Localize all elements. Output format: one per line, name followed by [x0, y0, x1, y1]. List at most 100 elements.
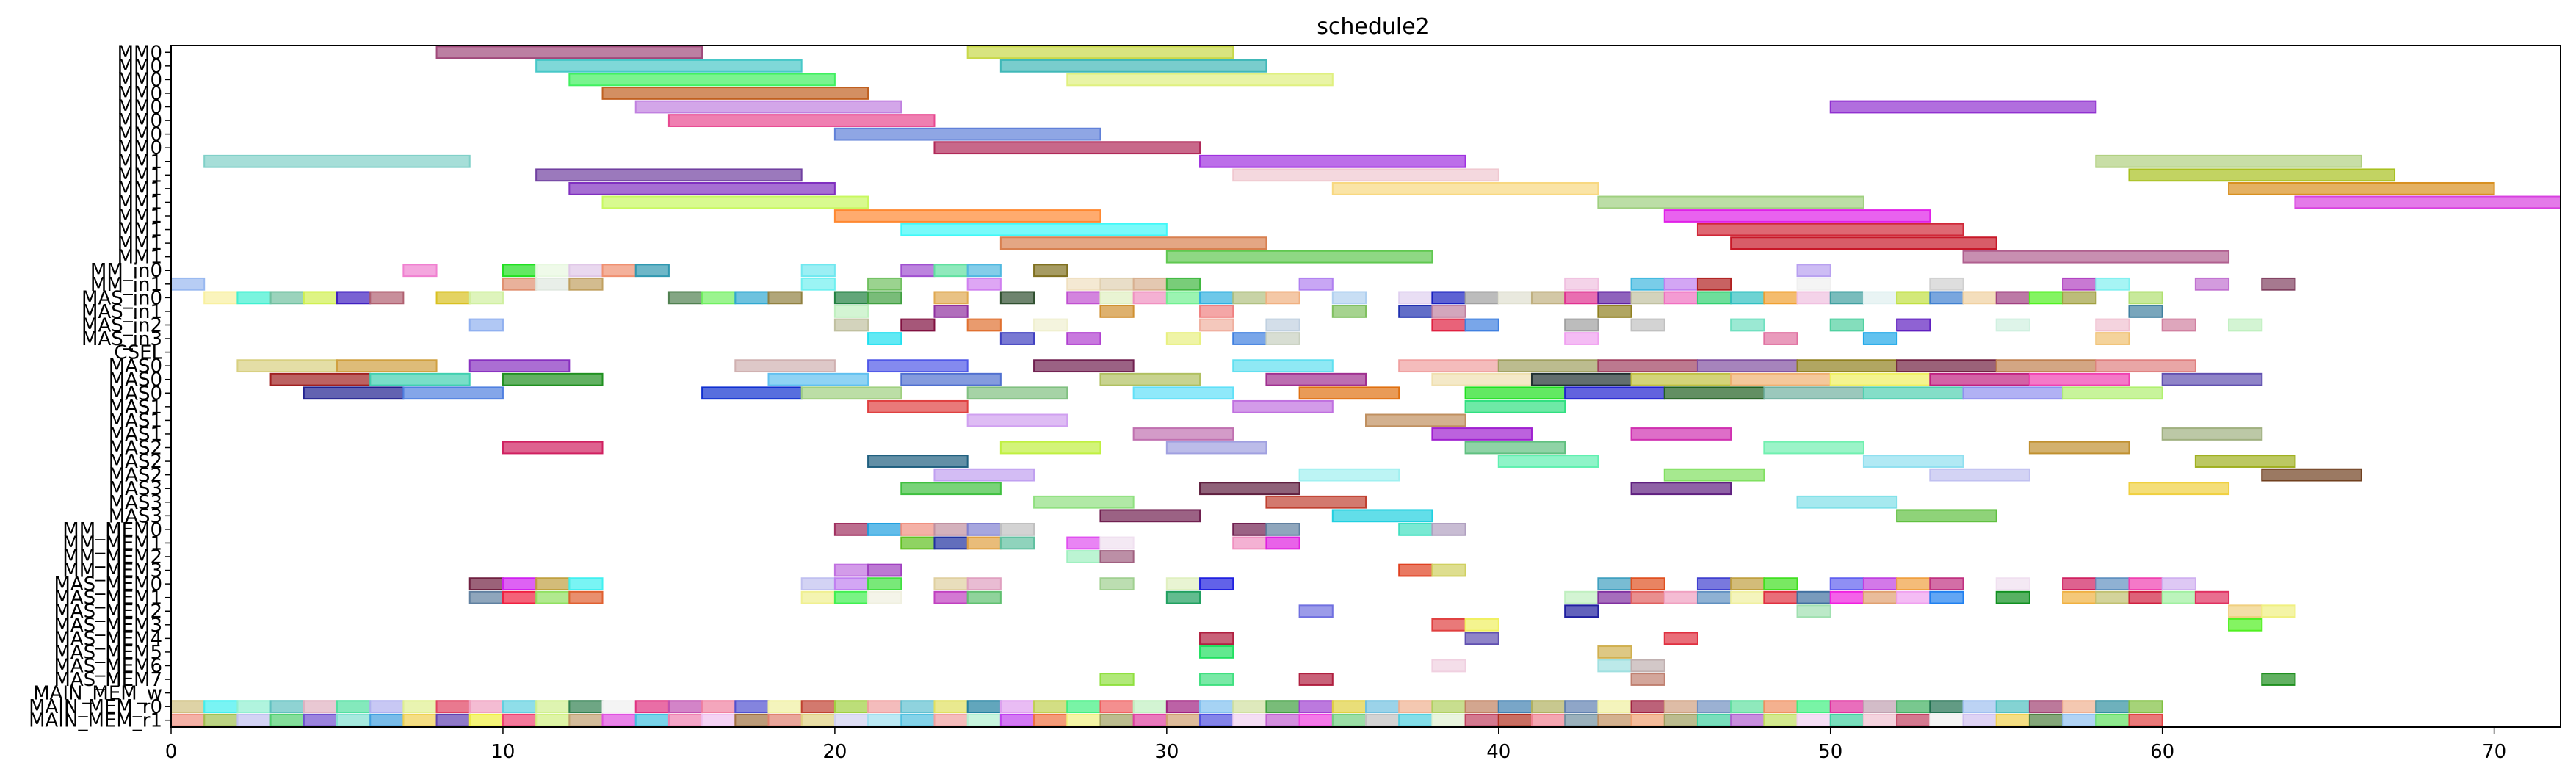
task-bar: [2095, 332, 2130, 345]
task-bar: [502, 277, 538, 291]
task-bar: [1564, 713, 1599, 727]
task-bar: [2194, 277, 2230, 291]
task-bar: [1763, 386, 1864, 400]
task-bar: [1763, 291, 1798, 305]
task-bar: [1663, 277, 1698, 291]
task-bar: [1265, 291, 1300, 305]
task-bar: [1066, 550, 1101, 563]
task-bar: [1431, 318, 1466, 332]
task-bar: [1298, 713, 1334, 727]
task-bar: [1066, 291, 1101, 305]
task-bar: [966, 536, 1002, 550]
task-bar: [1796, 359, 1898, 373]
task-bar: [2062, 590, 2097, 604]
task-bar: [1763, 577, 1798, 591]
y-tick-label: MM1: [117, 192, 162, 214]
task-bar: [170, 713, 206, 727]
y-tick-label: MM0: [117, 56, 162, 78]
task-bar: [1696, 700, 1732, 714]
task-bar: [800, 590, 836, 604]
y-tick-label: MM1: [117, 151, 162, 173]
task-bar: [1298, 468, 1400, 482]
task-bar: [867, 359, 969, 373]
task-bar: [999, 59, 1267, 73]
task-bar: [900, 700, 936, 714]
task-bar: [1365, 700, 1400, 714]
task-bar: [601, 87, 869, 100]
task-bar: [1431, 659, 1466, 673]
task-bar: [402, 264, 438, 278]
y-tick-label: MM_in0: [90, 260, 162, 282]
task-bar: [1199, 632, 1234, 645]
task-bar: [2095, 318, 2130, 332]
task-bar: [2128, 291, 2163, 305]
task-bar: [1763, 713, 1798, 727]
task-bar: [2095, 277, 2130, 291]
task-bar: [999, 522, 1035, 536]
task-bar: [933, 291, 969, 305]
task-bar: [1763, 441, 1864, 455]
task-bar: [833, 713, 869, 727]
task-bar: [667, 700, 703, 714]
task-bar: [867, 590, 902, 604]
task-bar: [900, 713, 936, 727]
y-tick-label: MAS0: [109, 369, 162, 391]
task-bar: [2294, 195, 2561, 209]
task-bar: [833, 522, 869, 536]
task-bar: [1630, 427, 1732, 441]
task-bar: [1132, 700, 1168, 714]
task-bar: [1265, 522, 1300, 536]
task-bar: [1431, 522, 1466, 536]
task-bar: [170, 700, 206, 714]
task-bar: [1165, 332, 1201, 345]
task-bar: [1431, 305, 1466, 318]
y-tick-label: MAS3: [109, 478, 162, 500]
task-bar: [1862, 386, 1964, 400]
task-bar: [1431, 713, 1466, 727]
task-bar: [1232, 700, 1267, 714]
task-bar: [1066, 277, 1101, 291]
chart-title: schedule2: [1317, 14, 1430, 40]
task-bar: [502, 441, 604, 455]
task-bar: [1099, 305, 1135, 318]
task-bar: [502, 264, 538, 278]
task-bar: [1962, 250, 2230, 264]
task-bar: [999, 441, 1101, 455]
task-bar: [1862, 700, 1898, 714]
task-bar: [1199, 673, 1234, 686]
task-bar: [1995, 590, 2030, 604]
task-bar: [203, 154, 471, 168]
task-bar: [1464, 291, 1499, 305]
task-bar: [535, 700, 571, 714]
task-bar: [767, 291, 803, 305]
task-bar: [1265, 536, 1300, 550]
task-bar: [900, 318, 936, 332]
task-bar: [1597, 577, 1632, 591]
x-tick-label: 60: [2150, 741, 2174, 763]
task-bar: [734, 700, 770, 714]
bars-layer: [170, 46, 2561, 727]
task-bar: [1232, 332, 1267, 345]
task-bar: [933, 264, 969, 278]
task-bar: [701, 700, 737, 714]
task-bar: [2028, 291, 2064, 305]
task-bar: [1564, 291, 1599, 305]
task-bar: [1398, 305, 1433, 318]
task-bar: [1331, 291, 1367, 305]
task-bar: [1497, 291, 1533, 305]
task-bar: [966, 277, 1002, 291]
task-bar: [1530, 700, 1566, 714]
task-bar: [1099, 713, 1135, 727]
task-bar: [1066, 536, 1101, 550]
task-bar: [1265, 318, 1300, 332]
task-bar: [1165, 250, 1433, 264]
task-bar: [1896, 590, 1931, 604]
task-bar: [1199, 291, 1234, 305]
task-bar: [2228, 618, 2263, 632]
task-bar: [667, 291, 703, 305]
task-bar: [1165, 577, 1201, 591]
task-bar: [1398, 713, 1433, 727]
task-bar: [2161, 427, 2263, 441]
task-bar: [1663, 291, 1698, 305]
task-bar: [435, 700, 471, 714]
